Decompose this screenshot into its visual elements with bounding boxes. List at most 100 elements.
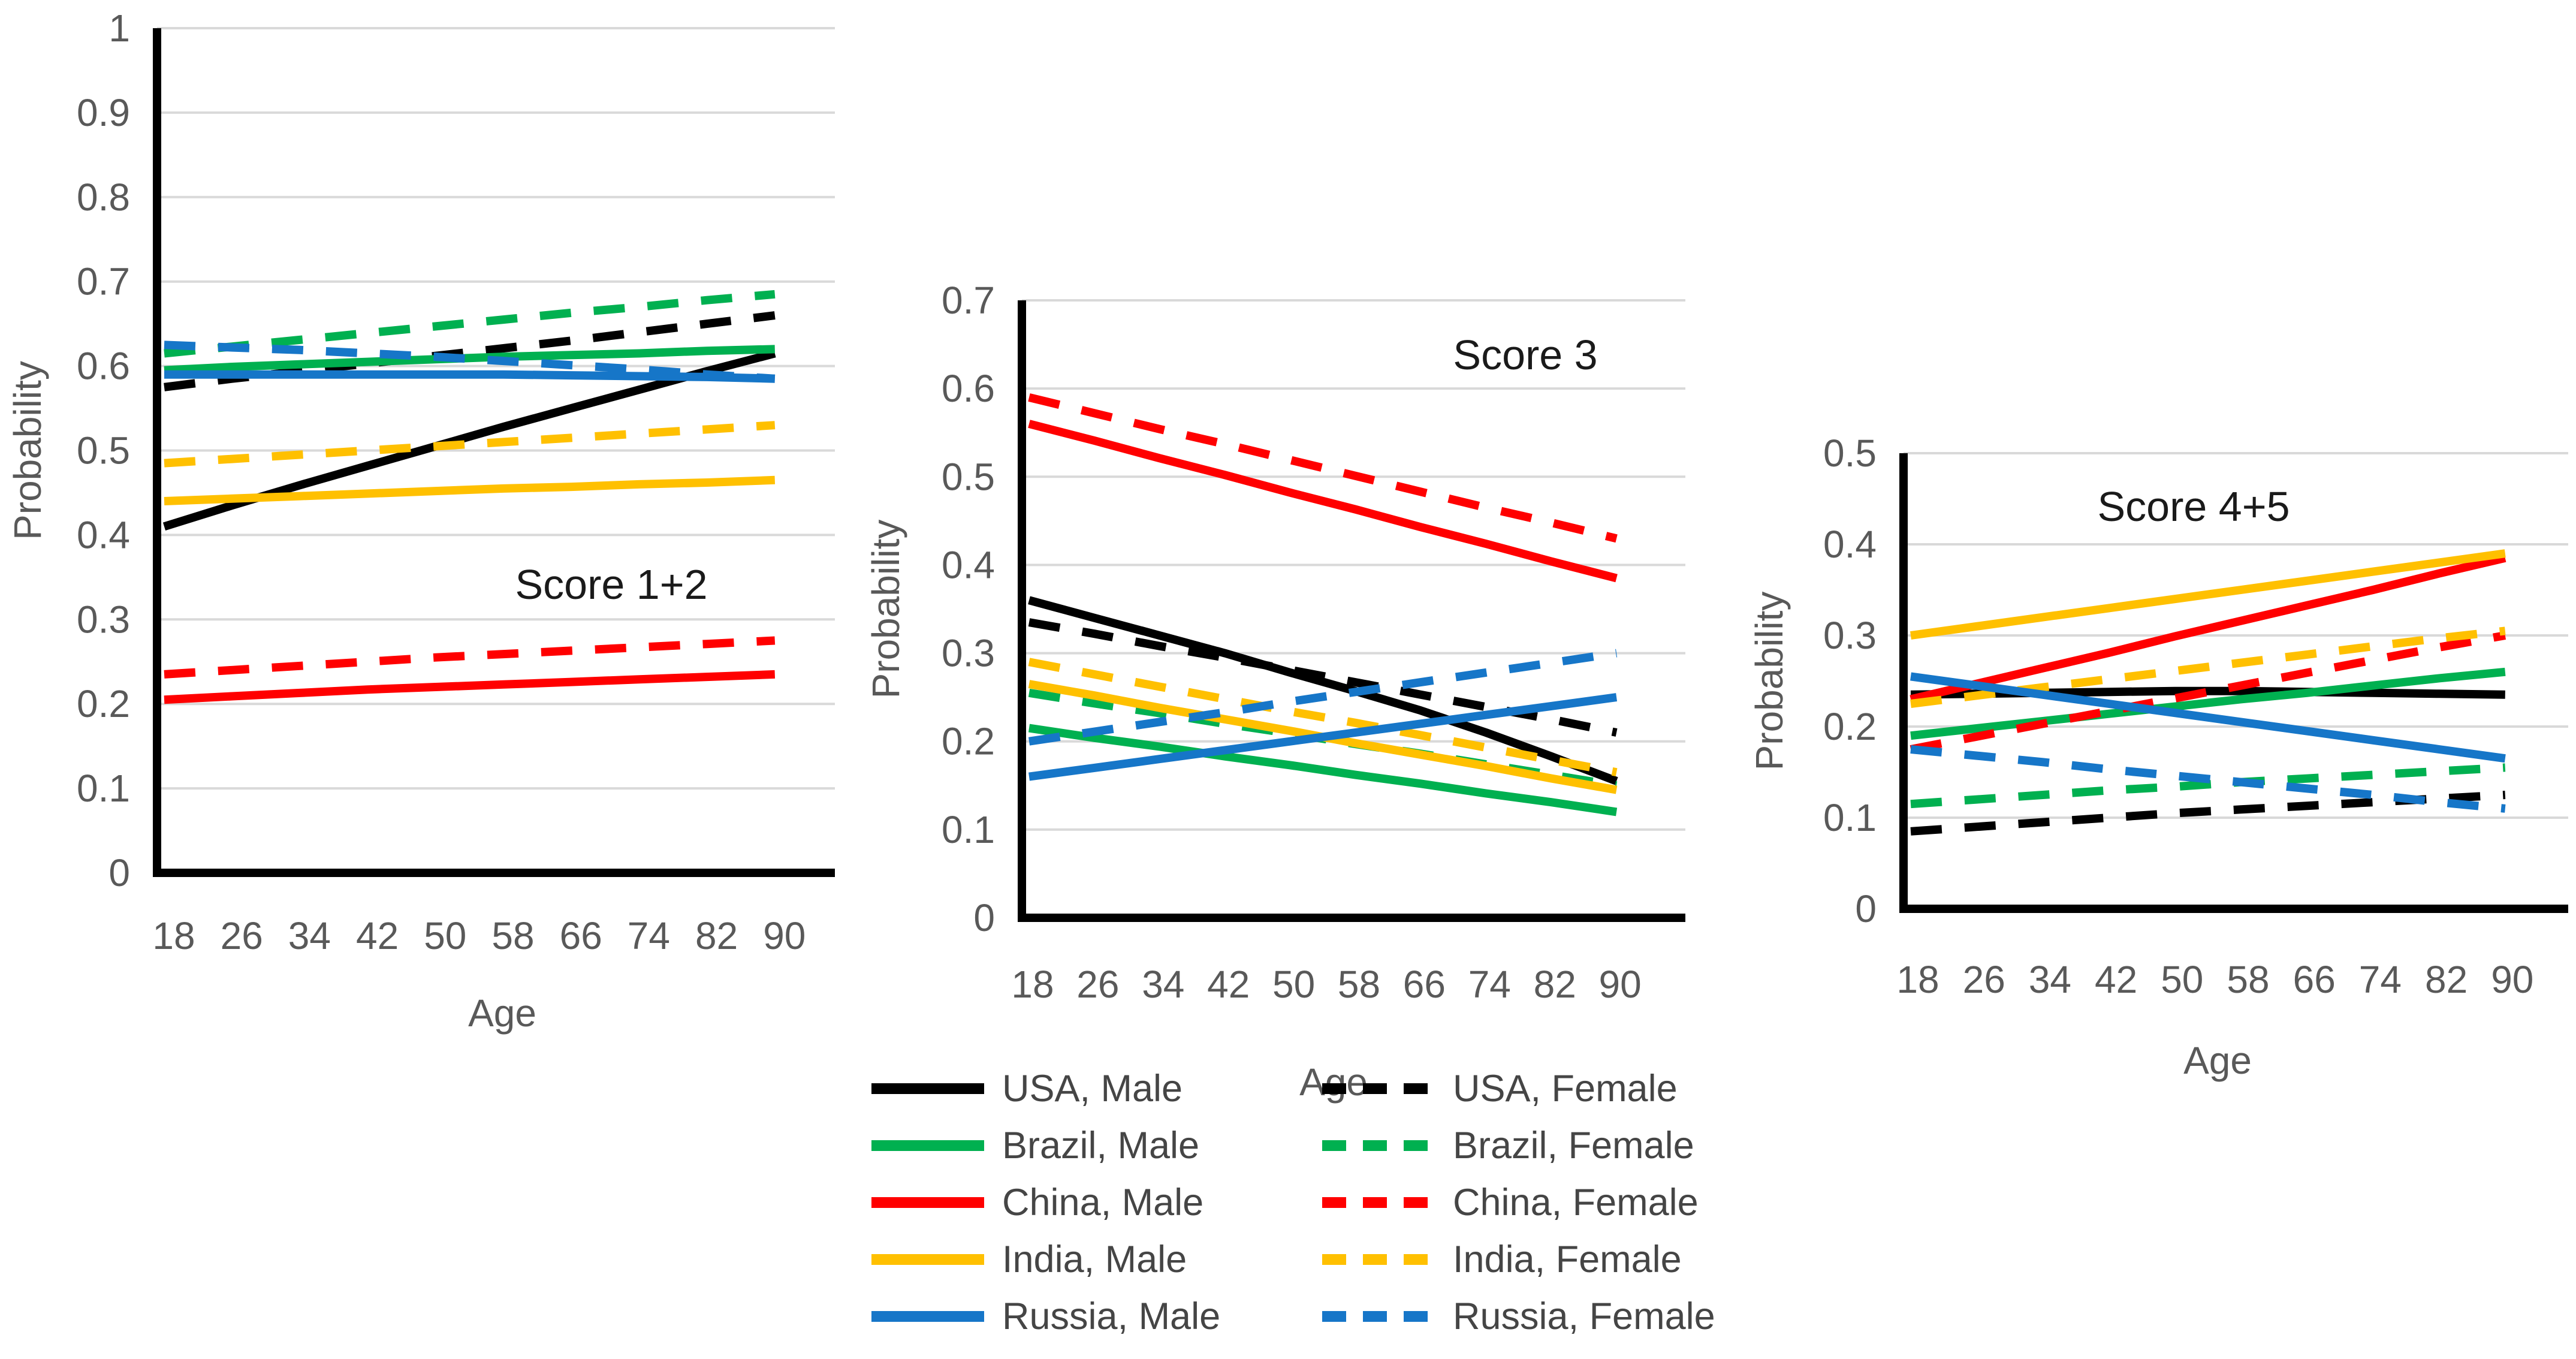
series-russia-male [1910,672,2506,763]
x-tick-label: 26 [1963,958,2005,1001]
y-tick-label: 0 [1855,887,1877,930]
legend-item-usa-male: USA, Male [870,1067,1321,1110]
series-usa-female [164,311,776,391]
x-tick-label: 50 [2161,958,2203,1001]
legend-item-brazil-male: Brazil, Male [870,1124,1321,1167]
legend-item-usa-female: USA, Female [1321,1067,1715,1110]
x-tick-label: 26 [221,914,263,957]
x-tick-label: 66 [560,914,602,957]
y-tick-label: 0.7 [942,279,995,322]
series-brazil-male [1910,667,2506,740]
y-axis-title: Probability [1748,592,1791,771]
x-axis-title: Age [468,992,536,1035]
legend-item-india-male: India, Male [870,1238,1321,1281]
legend-label: India, Male [1002,1238,1187,1280]
legend-item-brazil-female: Brazil, Female [1321,1124,1715,1167]
y-tick-label: 0.1 [1823,796,1877,839]
y-tick-label: 0 [973,896,995,939]
y-tick-label: 0.3 [942,632,995,675]
legend-label: USA, Male [1002,1067,1183,1110]
series-brazil-female [164,290,776,358]
y-axis-title: Probability [864,520,907,699]
legend-swatch-solid-line-icon [871,1310,984,1322]
x-tick-label: 82 [695,914,738,957]
x-tick-label: 82 [1534,963,1576,1006]
series-india-male [1910,549,2506,640]
x-tick-label: 58 [2227,958,2269,1001]
legend-label: India, Female [1453,1238,1682,1280]
series-china-female [1910,631,2506,754]
legend-item-india-female: India, Female [1321,1238,1715,1281]
chart-title: Score 3 [1453,332,1597,378]
legend-label: China, Female [1453,1181,1699,1224]
series-china-male [1910,553,2506,704]
legend-item-russia-female: Russia, Female [1321,1295,1715,1338]
y-tick-label: 0.3 [77,598,130,641]
x-tick-label: 34 [288,914,331,957]
series-brazil-male [164,345,775,375]
x-tick-label: 82 [2425,958,2468,1001]
x-tick-label: 58 [1338,963,1380,1006]
y-tick-label: 0.2 [77,682,130,725]
series-china-female [1028,393,1618,543]
legend-swatch-dashed-line-icon [1322,1310,1435,1322]
legend: USA, Male USA, Female Brazil, Male Brazil, … [870,1060,1715,1345]
x-tick-label: 18 [1011,963,1054,1006]
legend-swatch-dashed-line-icon [1322,1253,1435,1265]
legend-label: China, Male [1002,1181,1204,1224]
legend-swatch-solid-line-icon [871,1083,984,1094]
x-tick-label: 18 [152,914,195,957]
y-tick-label: 0.4 [77,513,130,556]
series-russia-male [1028,693,1618,781]
x-tick-label: 90 [763,914,806,957]
y-tick-label: 0.7 [77,260,130,303]
legend-swatch-solid-line-icon [871,1197,984,1208]
series-russia-female [1910,745,2506,813]
series-russia-male [164,370,775,383]
y-tick-label: 0.3 [1823,614,1877,657]
x-tick-label: 74 [1468,963,1511,1006]
series-india-male [164,475,776,505]
y-tick-label: 0.2 [942,720,995,763]
legend-swatch-solid-line-icon [871,1140,984,1151]
chart-score-3: 0 0.1 0.2 0.3 0.4 0.5 0.6 0.7 18 26 34 42 50 58 66 74 82… [864,279,1685,1104]
y-tick-label: 0 [108,851,130,894]
x-tick-label: 66 [2293,958,2336,1001]
series-india-female [1028,658,1618,777]
x-tick-label: 34 [1142,963,1184,1006]
x-tick-label: 74 [628,914,670,957]
chart-title: Score 4+5 [2097,483,2290,530]
y-tick-label: 0.6 [942,367,995,410]
x-tick-label: 50 [424,914,466,957]
legend-swatch-solid-line-icon [871,1253,984,1265]
y-axis-title: Probability [6,361,49,540]
x-tick-label: 58 [491,914,534,957]
y-tick-label: 0.1 [942,808,995,851]
series-russia-female [1028,649,1618,746]
y-tick-label: 0.9 [77,91,130,134]
chart-title: Score 1+2 [515,561,707,608]
series-india-female [164,421,776,468]
series-brazil-female [1910,763,2506,809]
legend-label: Brazil, Female [1453,1124,1694,1167]
y-tick-label: 0.5 [942,455,995,498]
legend-item-china-male: China, Male [870,1181,1321,1224]
series-russia-female [164,340,776,383]
y-tick-label: 0.5 [77,429,130,472]
x-axis-title: Age [2183,1039,2252,1082]
chart-score-4-5: 0 0.1 0.2 0.3 0.4 0.5 18 26 34 42 50 58 66 74 82 90 Scor… [1748,432,2568,1082]
legend-label: Brazil, Male [1002,1124,1200,1167]
x-axis-title: Age [1299,1060,1368,1104]
legend-label: USA, Female [1453,1067,1678,1110]
series-india-female [1910,626,2506,708]
x-tick-label: 74 [2359,958,2402,1001]
y-tick-label: 0.8 [77,176,130,219]
x-tick-label: 42 [356,914,399,957]
y-tick-label: 1 [108,7,130,50]
legend-item-russia-male: Russia, Male [870,1295,1321,1338]
y-tick-label: 0.4 [942,543,995,586]
x-tick-label: 90 [2491,958,2533,1001]
chart-score-1-2: 0 0.1 0.2 0.3 0.4 0.5 0.6 0.7 0.8 0.9 1 18 26 34 42 50 5… [6,7,835,1035]
